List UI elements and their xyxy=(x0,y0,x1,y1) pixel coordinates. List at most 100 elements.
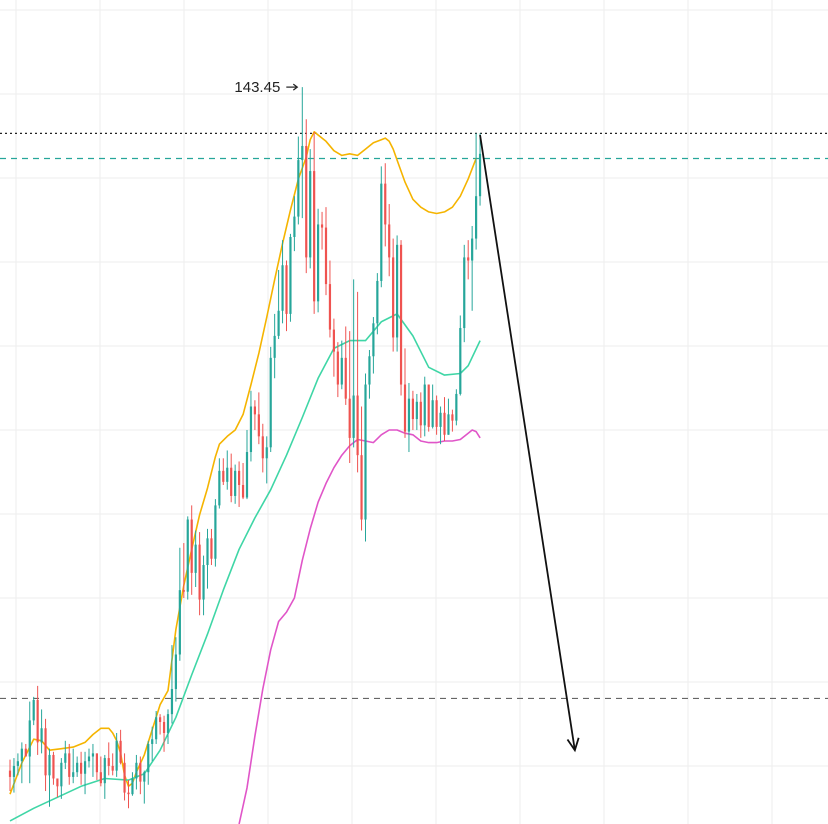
candle-up xyxy=(178,590,181,655)
candle-down xyxy=(427,384,430,427)
candle-down xyxy=(111,765,114,771)
candle-down xyxy=(313,171,316,302)
candle-up xyxy=(48,754,51,776)
candle-up xyxy=(368,356,371,385)
candle-down xyxy=(8,770,12,777)
candle-down xyxy=(238,470,241,485)
candle-up xyxy=(431,400,434,427)
level-lines xyxy=(0,132,828,700)
candle-down xyxy=(356,395,359,456)
candle-up xyxy=(396,244,399,338)
candle-down xyxy=(198,544,201,600)
candle-up xyxy=(166,714,170,733)
candle-down xyxy=(182,590,185,592)
candle-down xyxy=(119,740,122,763)
candle-up xyxy=(16,761,19,766)
candle-up xyxy=(364,384,367,520)
candle-down xyxy=(107,758,110,766)
moving-averages xyxy=(9,131,481,824)
candle-down xyxy=(451,414,454,421)
candle-down xyxy=(159,717,162,722)
candle-up xyxy=(380,183,383,281)
candle-up xyxy=(115,740,118,771)
candle-up xyxy=(135,762,138,779)
candle-up xyxy=(151,739,154,744)
candle-up xyxy=(459,328,462,394)
candle-down xyxy=(328,284,332,330)
candle-down xyxy=(344,357,347,399)
ma-fast-line xyxy=(9,131,477,795)
candle-up xyxy=(170,689,174,715)
candle-up xyxy=(439,412,442,427)
candle-up xyxy=(214,505,217,559)
candle-up xyxy=(12,765,16,777)
candle-up xyxy=(174,654,177,690)
candle-up xyxy=(423,384,426,426)
candle-down xyxy=(261,436,264,459)
candle-down xyxy=(419,401,422,426)
candle-down xyxy=(210,538,213,559)
candle-down xyxy=(56,778,59,787)
candle-down xyxy=(360,455,363,520)
candle-up xyxy=(455,393,458,421)
candle-up xyxy=(83,761,87,774)
candle-down xyxy=(68,753,71,777)
candle-up xyxy=(245,452,249,498)
candle-up xyxy=(273,335,276,358)
high-pointer-arrow-head xyxy=(292,83,299,91)
candle-down xyxy=(95,753,98,773)
candle-down xyxy=(44,728,47,776)
candle-down xyxy=(123,762,126,793)
candle-down xyxy=(36,700,39,743)
candle-up xyxy=(475,196,478,239)
candle-up xyxy=(40,728,43,743)
candle-up xyxy=(471,238,474,261)
candle-down xyxy=(348,398,351,438)
candle-up xyxy=(32,700,35,721)
candle-up xyxy=(147,743,150,773)
candle-up xyxy=(277,310,280,336)
candle-down xyxy=(257,414,260,437)
candle-down xyxy=(99,772,102,784)
candles xyxy=(8,87,482,809)
candle-up xyxy=(340,357,343,385)
candle-down xyxy=(305,145,308,258)
candle-up xyxy=(28,720,31,757)
candle-up xyxy=(76,762,79,773)
candle-down xyxy=(467,257,470,261)
candle-up xyxy=(234,470,237,496)
candle-up xyxy=(301,145,304,161)
ma-slow-line xyxy=(238,429,481,824)
candle-up xyxy=(281,265,284,311)
annotations: 143.45 xyxy=(234,79,580,753)
candle-down xyxy=(443,412,446,435)
candle-down xyxy=(411,398,414,420)
candle-down xyxy=(384,183,387,225)
candle-up xyxy=(265,447,268,459)
candle-up xyxy=(72,772,75,777)
candle-up xyxy=(143,772,146,782)
candle-up xyxy=(407,398,411,432)
candle-up xyxy=(91,753,95,757)
candle-up xyxy=(352,395,355,438)
candle-up xyxy=(202,565,205,600)
candle-down xyxy=(127,792,130,795)
candle-down xyxy=(241,484,245,498)
ma-mid-line xyxy=(9,313,481,822)
candle-down xyxy=(399,244,403,385)
candle-up xyxy=(206,538,209,566)
candle-down xyxy=(435,400,438,427)
projection-arrow-shaft xyxy=(479,134,576,751)
candle-down xyxy=(336,351,339,385)
candle-up xyxy=(64,753,67,763)
candle-down xyxy=(403,384,407,432)
candle-up xyxy=(372,323,375,357)
candle-up xyxy=(297,160,300,217)
candle-down xyxy=(324,227,328,285)
candle-up xyxy=(155,717,158,740)
candle-down xyxy=(392,257,395,338)
candle-up xyxy=(218,470,221,506)
